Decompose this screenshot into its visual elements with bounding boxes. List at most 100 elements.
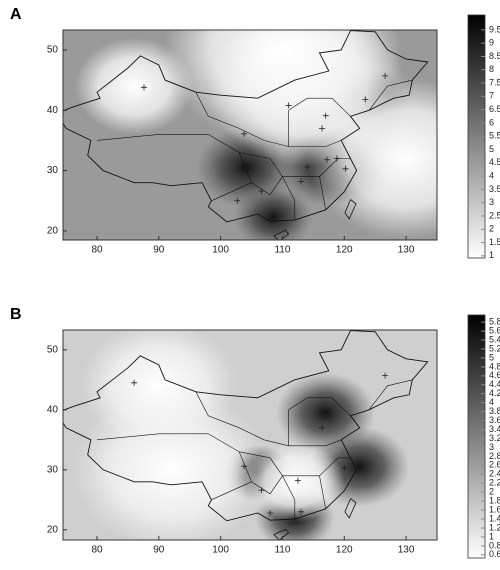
x-tick-label: 100: [212, 245, 229, 256]
station-marker: [342, 165, 349, 172]
y-tick-label: 40: [47, 404, 59, 415]
province-border: [195, 92, 342, 147]
colorbar-label: 4: [489, 170, 494, 180]
colorbar-label: 5.4: [489, 334, 500, 344]
contour-field: [63, 30, 437, 240]
y-tick-label: 40: [47, 105, 59, 116]
province-border: [251, 475, 326, 509]
station-marker: [234, 197, 241, 204]
colorbar-label: 1.4: [489, 513, 500, 523]
y-tick-label: 50: [47, 344, 59, 355]
colorbar-label: 9: [489, 38, 494, 48]
province-border: [319, 457, 351, 477]
island-border: [344, 199, 357, 220]
station-marker: [258, 188, 265, 195]
station-marker: [319, 424, 326, 431]
x-tick-label: 100: [212, 545, 229, 556]
station-marker: [294, 477, 301, 484]
map-panel: B80 90 100 110 120 130203040500.60.811.21.41.…: [10, 306, 500, 559]
colorbar-label: 7: [489, 91, 494, 101]
station-marker: [304, 163, 311, 170]
province-border: [288, 397, 351, 446]
colorbar-label: 6.5: [489, 104, 500, 114]
y-tick-label: 50: [47, 45, 59, 56]
map-panel: A 80 90 100 110 120 130 20 30 40 50 1 1.5 2 2.5 3 3.5 4 4.…: [10, 6, 500, 260]
province-border: [368, 79, 413, 111]
province-border: [288, 97, 351, 147]
x-tick-label: 120: [336, 245, 353, 256]
station-marker: [322, 112, 329, 119]
contour-spot: [74, 37, 194, 135]
x-tick-label: 90: [153, 245, 165, 256]
station-marker: [341, 465, 348, 471]
colorbar-label: 5: [489, 352, 494, 362]
colorbar-label: 4.8: [489, 361, 500, 371]
colorbar-label: 1.8: [489, 496, 500, 506]
colorbar-label: 3.5: [489, 184, 500, 194]
station-marker: [333, 155, 340, 162]
station-marker: [241, 130, 248, 137]
province-border: [96, 134, 252, 202]
station-marker: [241, 463, 248, 470]
panel-label: A: [10, 6, 22, 23]
colorbar-label: 1.5: [489, 237, 500, 247]
station-marker: [268, 211, 275, 218]
colorbar-label: 2.6: [489, 460, 500, 470]
colorbar-label: 5.2: [489, 343, 500, 353]
colorbar-label: 2.5: [489, 210, 500, 220]
x-tick-label: 130: [398, 545, 415, 556]
colorbar-label: 1: [489, 531, 494, 541]
y-tick-label: 20: [47, 524, 59, 535]
y-tick-label: 20: [47, 226, 59, 237]
colorbar-label: 5.5: [489, 131, 500, 141]
station-marker: [322, 412, 329, 419]
station-marker: [319, 125, 326, 132]
station-marker: [258, 487, 265, 494]
station-marker: [140, 84, 147, 91]
colorbar-label: 4.6: [489, 370, 500, 380]
colorbar-label: 3.8: [489, 406, 500, 416]
station-marker: [323, 156, 330, 163]
colorbar-label: 1: [489, 250, 494, 260]
contour-spot: [79, 330, 238, 451]
contour-field: [63, 330, 437, 540]
station-marker: [382, 372, 389, 379]
colorbar-label: 9.5: [489, 24, 500, 34]
island-border: [273, 528, 290, 540]
station-marker: [242, 163, 249, 170]
colorbar-label: 1.2: [489, 522, 500, 532]
island-border: [273, 229, 290, 240]
province-border: [195, 391, 342, 447]
colorbar-label: 4.2: [489, 388, 500, 398]
colorbar-label: 2.2: [489, 478, 500, 488]
colorbar-label: 3.4: [489, 424, 500, 434]
colorbar-label: 5: [489, 144, 494, 154]
colorbar-label: 6: [489, 117, 494, 127]
contour-spot: [245, 441, 345, 522]
colorbar-label: 4.4: [489, 379, 500, 389]
x-tick-label: 110: [274, 245, 290, 256]
panel-label: B: [10, 306, 22, 323]
colorbar-label: 0.8: [489, 540, 500, 550]
colorbar-label: 0.6: [489, 549, 500, 559]
colorbar-label: 3.6: [489, 415, 500, 425]
colorbar-label: 2.4: [489, 469, 500, 479]
station-marker: [382, 72, 389, 79]
station-marker: [298, 508, 304, 515]
contour-spot: [233, 184, 313, 240]
colorbar-label: 3: [489, 442, 494, 452]
colorbar-label: 2.8: [489, 451, 500, 461]
colorbar-label: 2: [489, 487, 494, 497]
y-tick-label: 30: [47, 165, 59, 176]
colorbar-label: 5.8: [489, 317, 500, 327]
colorbar-label: 4: [489, 397, 494, 407]
colorbar-label: 3: [489, 197, 494, 207]
province-border: [251, 176, 326, 210]
station-marker: [362, 96, 369, 103]
colorbar-label: 8: [489, 64, 494, 74]
x-tick-label: 90: [153, 545, 165, 556]
colorbar-label: 5.6: [489, 325, 500, 335]
island-border: [344, 498, 357, 519]
x-tick-label: 110: [274, 545, 290, 556]
